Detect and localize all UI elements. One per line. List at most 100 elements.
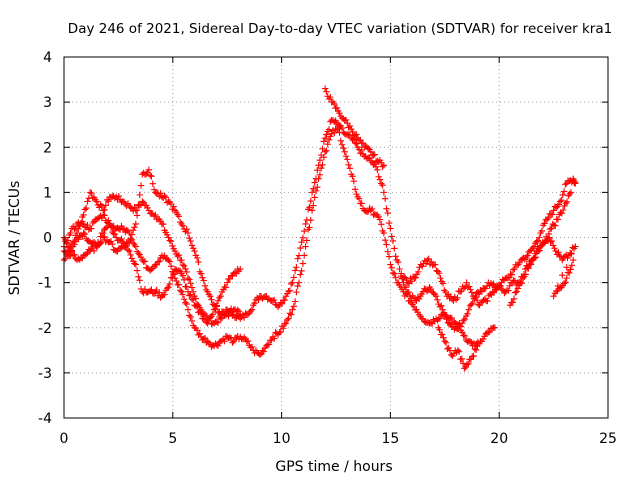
data-point-interp bbox=[187, 237, 194, 245]
data-point-interp bbox=[471, 345, 479, 353]
data-point-interp bbox=[214, 319, 222, 326]
data-point-interp bbox=[558, 210, 566, 217]
data-point bbox=[546, 234, 553, 241]
data-point-interp bbox=[375, 213, 382, 220]
data-point-interp bbox=[111, 230, 119, 238]
data-point-interp bbox=[188, 295, 196, 303]
data-point-interp bbox=[555, 249, 562, 256]
data-point-interp bbox=[325, 126, 333, 133]
data-point-interp bbox=[102, 202, 109, 209]
data-point-interp bbox=[84, 221, 91, 229]
data-point-interp bbox=[62, 255, 69, 262]
data-point-interp bbox=[97, 239, 104, 247]
data-point bbox=[543, 216, 551, 223]
data-point-interp bbox=[277, 328, 284, 336]
data-point-interp bbox=[514, 285, 522, 292]
data-point-interp bbox=[344, 156, 351, 163]
data-point-interp bbox=[319, 161, 326, 168]
data-point-interp bbox=[423, 287, 431, 295]
data-point-interp bbox=[383, 205, 390, 212]
data-point-interp bbox=[311, 179, 318, 186]
data-point bbox=[567, 189, 575, 196]
data-point-interp bbox=[402, 290, 410, 297]
data-point-interp bbox=[72, 224, 79, 232]
data-point-interp bbox=[115, 192, 123, 200]
data-point-interp bbox=[62, 235, 69, 243]
data-point-interp bbox=[472, 346, 480, 354]
data-point-interp bbox=[346, 165, 354, 172]
data-point-interp bbox=[133, 267, 141, 274]
data-point-interp bbox=[385, 253, 393, 260]
data-point-interp bbox=[290, 303, 297, 310]
data-point-interp bbox=[353, 190, 360, 198]
data-point-interp bbox=[559, 272, 566, 279]
data-point-interp bbox=[88, 225, 95, 232]
data-point-interp bbox=[163, 231, 171, 239]
data-point-interp bbox=[92, 242, 99, 249]
data-point-interp bbox=[562, 199, 569, 207]
data-point bbox=[165, 256, 172, 264]
data-point-interp bbox=[349, 173, 356, 180]
data-point-interp bbox=[141, 258, 149, 265]
data-point-interp bbox=[546, 225, 554, 233]
data-point-interp bbox=[287, 280, 295, 288]
data-point-interp bbox=[392, 253, 399, 260]
data-point-interp bbox=[371, 151, 378, 158]
data-point-interp bbox=[533, 238, 540, 245]
data-point bbox=[184, 274, 192, 282]
data-point-interp bbox=[135, 273, 142, 280]
data-point-interp bbox=[154, 258, 162, 266]
data-point-interp bbox=[248, 306, 256, 313]
data-point-interp bbox=[464, 310, 471, 318]
data-point-interp bbox=[536, 234, 543, 241]
data-point-interp bbox=[118, 235, 125, 243]
data-point bbox=[554, 216, 562, 223]
data-point-interp bbox=[353, 131, 360, 138]
data-point-interp bbox=[498, 285, 506, 293]
data-point-interp bbox=[146, 172, 154, 179]
data-point-interp bbox=[568, 262, 576, 269]
series-track-3 bbox=[60, 211, 244, 327]
data-point bbox=[67, 229, 74, 237]
data-point bbox=[380, 189, 388, 196]
data-point-interp bbox=[68, 247, 76, 254]
data-point-interp bbox=[338, 124, 346, 132]
data-point-interp bbox=[548, 237, 556, 245]
data-point-interp bbox=[280, 325, 287, 332]
data-point-interp bbox=[156, 289, 163, 296]
y-tick-label: 1 bbox=[43, 185, 52, 201]
series-track-6 bbox=[398, 189, 575, 309]
data-point-interp bbox=[167, 263, 175, 270]
data-point-interp bbox=[534, 237, 542, 244]
data-point-interp bbox=[187, 291, 194, 298]
data-point-interp bbox=[545, 214, 552, 222]
data-point-interp bbox=[486, 328, 493, 336]
x-tick-label: 0 bbox=[60, 431, 69, 447]
data-point-interp bbox=[427, 285, 435, 293]
data-marks bbox=[60, 85, 579, 372]
data-point-interp bbox=[336, 129, 343, 136]
data-point-interp bbox=[170, 271, 177, 278]
data-point-interp bbox=[323, 147, 330, 154]
data-point-interp bbox=[440, 334, 447, 341]
data-point bbox=[165, 283, 172, 291]
data-point-interp bbox=[408, 278, 415, 285]
data-point-interp bbox=[318, 164, 325, 172]
data-point-interp bbox=[131, 224, 138, 231]
data-point-interp bbox=[314, 166, 321, 174]
data-point-interp bbox=[293, 264, 300, 271]
data-point-interp bbox=[550, 221, 558, 229]
data-point-interp bbox=[222, 284, 230, 291]
data-point-interp bbox=[303, 237, 311, 244]
data-point-interp bbox=[255, 296, 262, 304]
data-point bbox=[184, 229, 192, 237]
data-point-interp bbox=[213, 318, 220, 325]
data-point-interp bbox=[90, 247, 98, 255]
data-point bbox=[80, 229, 87, 237]
data-point-interp bbox=[566, 190, 573, 198]
data-point-interp bbox=[559, 191, 566, 199]
data-point-interp bbox=[186, 292, 193, 299]
data-point bbox=[572, 180, 579, 187]
data-point-interp bbox=[342, 153, 350, 160]
data-point-interp bbox=[271, 296, 278, 304]
